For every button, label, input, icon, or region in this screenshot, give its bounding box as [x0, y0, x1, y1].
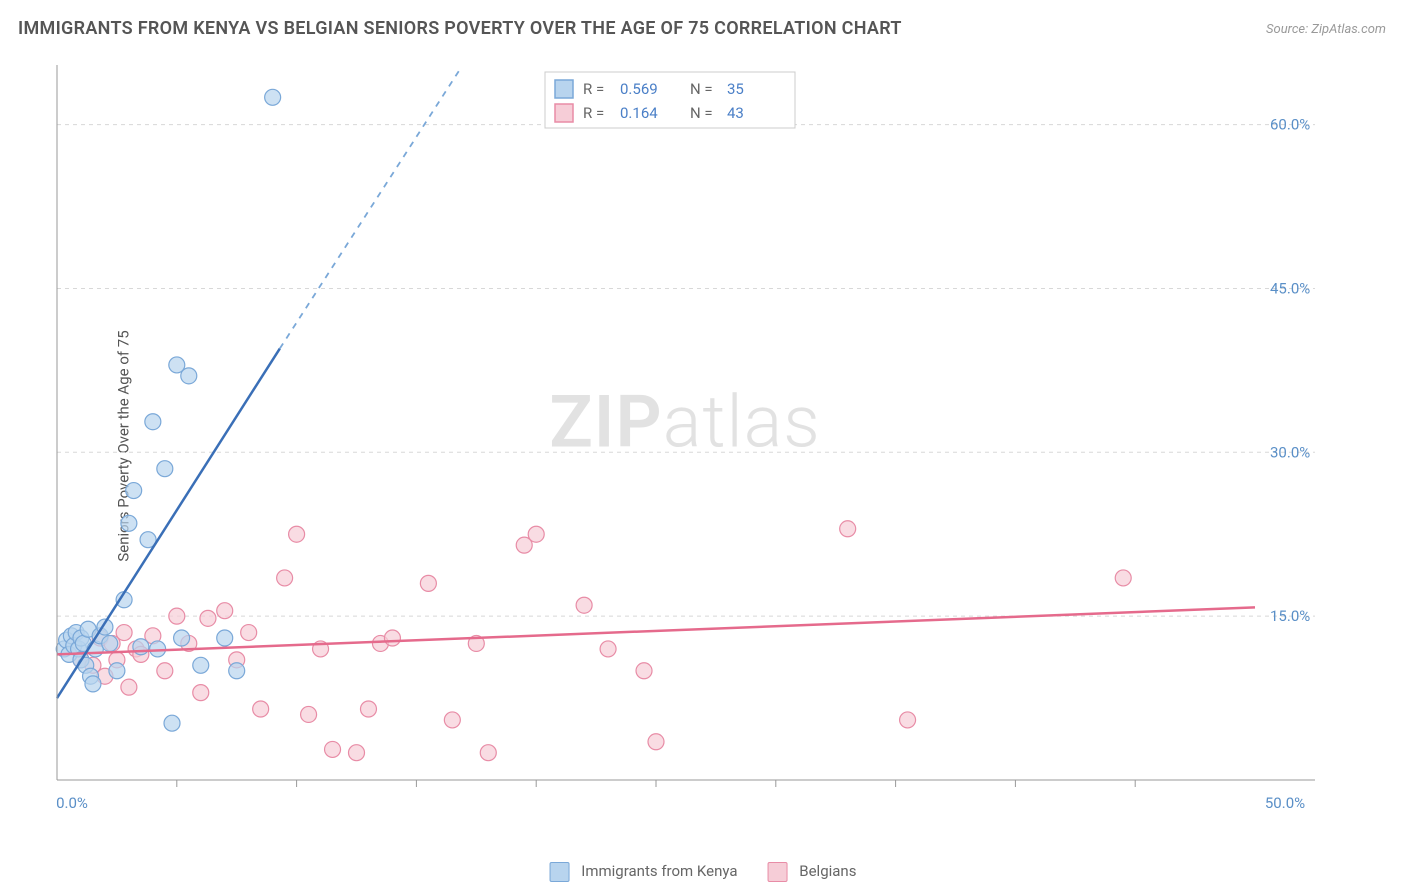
data-point-blue — [150, 641, 166, 657]
data-point-blue — [229, 663, 245, 679]
source-label: Source: ZipAtlas.com — [1266, 22, 1386, 37]
legend-swatch-blue-icon — [555, 80, 573, 98]
data-point-pink — [384, 630, 400, 646]
data-point-pink — [420, 575, 436, 591]
legend-r-value-blue: 0.569 — [620, 80, 658, 98]
chart-title: IMMIGRANTS FROM KENYA VS BELGIAN SENIORS… — [18, 18, 902, 39]
bottom-legend: Immigrants from Kenya Belgians — [550, 862, 857, 882]
data-point-pink — [200, 610, 216, 626]
legend-label-kenya: Immigrants from Kenya — [581, 862, 737, 880]
data-point-pink — [301, 706, 317, 722]
data-point-pink — [253, 701, 269, 717]
y-tick-label: 60.0% — [1270, 116, 1310, 134]
data-point-blue — [181, 368, 197, 384]
data-point-pink — [325, 741, 341, 757]
data-point-pink — [349, 745, 365, 761]
data-point-pink — [121, 679, 137, 695]
data-point-blue — [217, 630, 233, 646]
x-tick-label: 0.0% — [56, 794, 88, 812]
data-point-blue — [109, 663, 125, 679]
data-point-blue — [126, 483, 142, 499]
data-point-blue — [157, 461, 173, 477]
data-point-blue — [102, 635, 118, 651]
data-point-blue — [85, 676, 101, 692]
legend-n-label: N = — [690, 104, 713, 122]
trend-line-blue-dashed — [280, 70, 460, 349]
data-point-pink — [217, 603, 233, 619]
data-point-pink — [528, 526, 544, 542]
trend-line-pink — [57, 607, 1255, 654]
data-point-pink — [157, 663, 173, 679]
legend-swatch-pink-icon — [555, 104, 573, 122]
y-tick-label: 30.0% — [1270, 443, 1310, 461]
data-point-pink — [289, 526, 305, 542]
data-point-pink — [116, 625, 132, 641]
chart-container: IMMIGRANTS FROM KENYA VS BELGIAN SENIORS… — [0, 0, 1406, 892]
chart-svg: 15.0% 30.0% 45.0% 60.0% 0.0% 50.0% R = 0.569 N =… — [55, 60, 1315, 815]
data-point-blue — [145, 414, 161, 430]
legend-n-label: N = — [690, 80, 713, 98]
trend-line-blue — [57, 349, 280, 699]
data-point-pink — [1115, 570, 1131, 586]
data-point-pink — [241, 625, 257, 641]
data-point-pink — [900, 712, 916, 728]
data-point-pink — [169, 608, 185, 624]
y-tick-label: 45.0% — [1270, 279, 1310, 297]
legend-item-kenya: Immigrants from Kenya — [550, 862, 738, 882]
data-point-pink — [576, 597, 592, 613]
legend-item-belgians: Belgians — [768, 862, 857, 882]
data-point-blue — [193, 657, 209, 673]
legend-swatch-blue — [550, 862, 570, 882]
data-point-pink — [636, 663, 652, 679]
data-point-pink — [840, 521, 856, 537]
legend-r-value-pink: 0.164 — [620, 104, 658, 122]
plot-area: 15.0% 30.0% 45.0% 60.0% 0.0% 50.0% R = 0.569 N =… — [55, 60, 1315, 815]
legend-n-value-blue: 35 — [727, 80, 744, 98]
legend-swatch-pink — [768, 862, 788, 882]
data-point-pink — [360, 701, 376, 717]
data-point-blue — [174, 630, 190, 646]
data-point-pink — [444, 712, 460, 728]
data-point-blue — [265, 89, 281, 105]
legend-r-label: R = — [583, 104, 604, 122]
y-tick-label: 15.0% — [1270, 607, 1310, 625]
x-tick-label: 50.0% — [1265, 794, 1305, 812]
data-point-blue — [121, 515, 137, 531]
data-point-pink — [277, 570, 293, 586]
data-point-pink — [600, 641, 616, 657]
data-point-blue — [164, 715, 180, 731]
data-point-pink — [193, 685, 209, 701]
legend-n-value-pink: 43 — [727, 104, 744, 122]
data-point-pink — [480, 745, 496, 761]
legend-label-belgians: Belgians — [799, 862, 856, 880]
legend-r-label: R = — [583, 80, 604, 98]
data-point-pink — [648, 734, 664, 750]
